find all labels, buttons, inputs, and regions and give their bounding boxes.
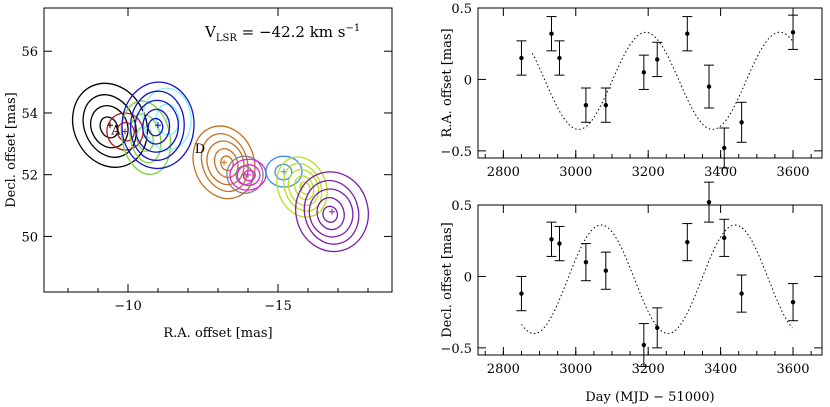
contour-level [71, 82, 149, 168]
ra-data-point [583, 102, 589, 108]
contour-level [242, 169, 256, 182]
ra-fit-line [531, 31, 794, 130]
decl-data-point [549, 237, 554, 242]
ra-x-tick-label: 3600 [776, 165, 809, 180]
map-x-axis-label: R.A. offset [mas] [163, 326, 272, 341]
ra-data-point [706, 84, 712, 89]
contour-level [283, 162, 323, 212]
decl-data-point [519, 291, 524, 296]
decl-y-tick-label: 0 [464, 270, 472, 285]
contour-level [147, 117, 164, 137]
decl-data-points [516, 181, 799, 367]
decl-data-point [706, 199, 712, 205]
map-y-tick-label: 50 [21, 230, 38, 245]
component-label: D [195, 142, 205, 157]
contour-level [294, 175, 315, 201]
ra-x-tick-label: 3400 [704, 165, 737, 180]
ra-offset-panel: 2800 3000 3200 3400 3600 0.5 0 −0.5 R.A. offset… [440, 2, 823, 180]
contour-level [303, 179, 360, 245]
map-y-tick-label: 54 [21, 107, 38, 122]
ra-x-tick-label: 3200 [632, 165, 665, 180]
decl-x-tick-label: 3000 [559, 362, 592, 377]
ra-data-point [641, 70, 647, 75]
decl-offset-panel: 2800 3000 3200 3400 3600 0.5 0 −0.5 Decl. offse… [440, 181, 823, 405]
map-y-tick-label: 52 [21, 169, 38, 184]
contour-level [236, 164, 261, 187]
component-marker [245, 171, 251, 178]
decl-data-point [790, 299, 796, 305]
ra-ticks: 2800 3000 3200 3400 3600 0.5 0 −0.5 [440, 2, 822, 180]
map-x-tick-label: −10 [114, 299, 141, 314]
ra-y-tick-label: 0.5 [451, 2, 472, 17]
contour-level [295, 171, 369, 253]
decl-data-point [583, 259, 589, 265]
component-marker [122, 128, 128, 135]
decl-data-point [603, 268, 609, 273]
decl-x-tick-label: 3200 [632, 362, 665, 377]
decl-data-point [641, 342, 647, 348]
decl-x-tick-label: 2800 [487, 362, 520, 377]
map-x-tick-label: −15 [264, 299, 291, 314]
contour-level [226, 155, 264, 194]
contour-level [213, 148, 239, 179]
decl-x-tick-label: 3600 [776, 362, 809, 377]
ra-data-point [603, 102, 609, 108]
contour-level [316, 197, 345, 231]
ra-data-point [655, 57, 660, 62]
contour-level [322, 205, 339, 223]
ra-y-axis-label: R.A. offset [mas] [440, 28, 455, 137]
map-y-axis-label: Decl. offset [mas] [4, 92, 19, 208]
decl-data-point [655, 325, 660, 331]
contour-level [308, 188, 354, 238]
map-ticks: −10 −15 50 52 54 56 [21, 8, 392, 314]
day-x-axis-label: Day (MJD − 51000) [585, 390, 714, 405]
contour-level [142, 108, 171, 145]
ra-data-point [557, 55, 562, 61]
contour-level [116, 121, 135, 142]
decl-y-axis-label: Decl. offset [mas] [440, 222, 455, 338]
map-contours [71, 81, 369, 253]
ra-x-tick-label: 2800 [487, 165, 520, 180]
decl-ticks: 2800 3000 3200 3400 3600 0.5 0 −0.5 [440, 199, 822, 377]
component-marker [155, 122, 161, 129]
component-marker [329, 208, 335, 215]
ra-data-points [516, 14, 799, 169]
ra-data-point [685, 31, 690, 36]
contour-level [129, 113, 162, 164]
ra-frame [477, 7, 823, 159]
ra-x-tick-label: 3000 [559, 165, 592, 180]
decl-x-tick-label: 3400 [704, 362, 737, 377]
ra-data-point [549, 31, 554, 36]
contour-level [89, 105, 129, 149]
component-marker [221, 159, 227, 166]
contour-level [134, 99, 180, 153]
ra-y-tick-label: −0.5 [440, 145, 472, 160]
decl-data-point [557, 241, 562, 246]
contour-level [129, 90, 185, 161]
contour-level [99, 116, 119, 139]
ra-data-point [519, 55, 524, 61]
ra-data-point [739, 120, 744, 125]
velocity-annotation: VLSR = −42.2 km s−1 [204, 23, 360, 44]
ra-y-tick-label: 0 [464, 73, 472, 88]
map-point-labels: AD [110, 124, 205, 158]
decl-frame [477, 204, 823, 356]
decl-data-point [739, 291, 744, 296]
contour-level [192, 125, 256, 200]
contour-level [276, 156, 328, 218]
component-label: A [110, 124, 121, 139]
ra-data-point [722, 145, 727, 151]
decl-data-point [722, 235, 727, 241]
ra-fit-curve [531, 31, 794, 130]
decl-data-point [685, 239, 690, 245]
decl-y-tick-label: −0.5 [440, 342, 472, 357]
contour-level [121, 81, 195, 170]
ra-data-point [790, 30, 796, 35]
map-y-tick-label: 56 [21, 45, 38, 60]
contour-level [155, 103, 180, 136]
decl-y-tick-label: 0.5 [451, 199, 472, 214]
